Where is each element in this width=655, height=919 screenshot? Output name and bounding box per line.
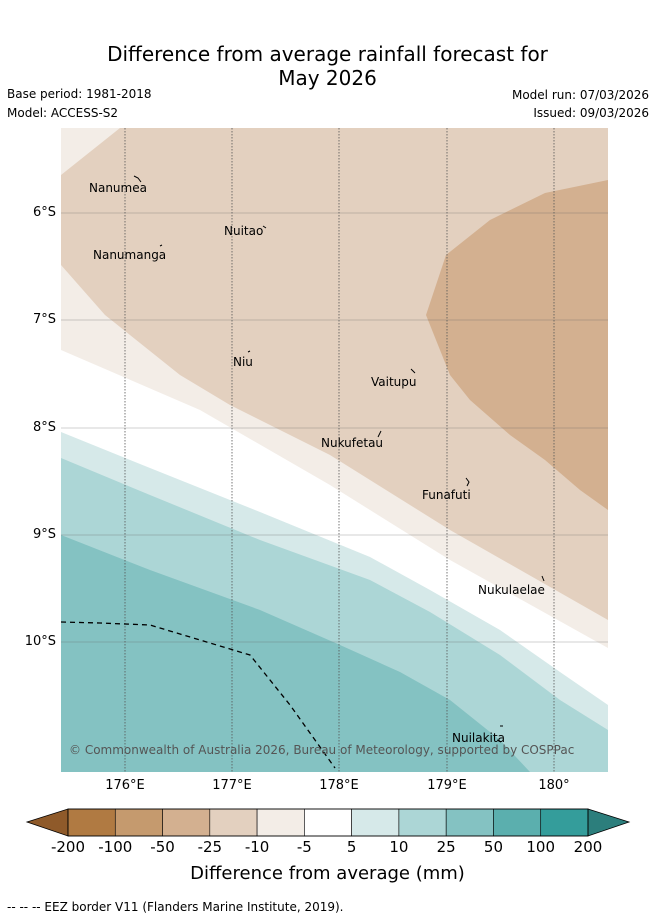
base-period: Base period: 1981-2018 bbox=[7, 87, 152, 101]
colorbar-tick-label: -100 bbox=[98, 838, 133, 856]
colorbar-cell bbox=[67, 808, 116, 837]
footer-note: -- -- -- EEZ border V11 (Flanders Marine… bbox=[7, 900, 344, 914]
colorbar-cell bbox=[540, 808, 589, 837]
colorbar-tick-label: 200 bbox=[573, 838, 603, 856]
colorbar-tick-label: 100 bbox=[526, 838, 556, 856]
colorbar-extend-right bbox=[587, 808, 631, 837]
latitude-lines bbox=[61, 212, 608, 643]
island-outlines bbox=[133, 175, 545, 743]
place-label: Niu bbox=[233, 355, 253, 369]
colorbar-tick-label: 25 bbox=[436, 838, 456, 856]
colorbar-cell bbox=[256, 808, 305, 837]
colorbar-tick-label: -25 bbox=[197, 838, 223, 856]
band-25 bbox=[61, 535, 530, 772]
copyright-notice: © Commonwealth of Australia 2026, Bureau… bbox=[69, 743, 574, 757]
eez-border bbox=[61, 621, 336, 769]
colorbar-tick-label: -10 bbox=[244, 838, 270, 856]
colorbar-tick-label: -200 bbox=[50, 838, 86, 856]
place-label: Nukufetau bbox=[321, 436, 383, 450]
model-run: Model run: 07/03/2026 bbox=[511, 88, 649, 102]
lon-label: 177°E bbox=[212, 778, 252, 793]
lat-label: 9°S bbox=[32, 527, 56, 542]
lat-label: 8°S bbox=[32, 420, 56, 435]
colorbar-label: Difference from average (mm) bbox=[190, 863, 465, 884]
colorbar-cell bbox=[493, 808, 542, 837]
place-label: Nuitao bbox=[224, 224, 263, 238]
colorbar-tick-label: -5 bbox=[296, 838, 312, 856]
colorbar-cell bbox=[445, 808, 494, 837]
rainfall-map-area: Nanumea Nuitao Nanumanga Niu Vaitupu Nuk… bbox=[61, 128, 608, 772]
colorbar-cell bbox=[209, 808, 258, 837]
colorbar-tick-label: 10 bbox=[389, 838, 409, 856]
place-label: Funafuti bbox=[422, 488, 471, 502]
issued-date: Issued: 09/03/2026 bbox=[533, 106, 649, 120]
colorbar-cell bbox=[398, 808, 447, 837]
lon-label: 178°E bbox=[319, 778, 359, 793]
place-label: Nanumanga bbox=[93, 248, 166, 262]
colorbar-tick-label: 5 bbox=[346, 838, 357, 856]
place-label: Nukulaelae bbox=[478, 583, 545, 597]
colorbar bbox=[25, 808, 631, 837]
graticule bbox=[124, 128, 555, 772]
title-line-1: Difference from average rainfall forecas… bbox=[107, 42, 548, 66]
colorbar-cell bbox=[304, 808, 352, 837]
place-label: Vaitupu bbox=[371, 375, 417, 389]
place-label: Nuilakita bbox=[452, 731, 505, 745]
colorbar-tick-label: -50 bbox=[150, 838, 175, 856]
band-minus-25 bbox=[426, 180, 608, 510]
colorbar-cell bbox=[114, 808, 163, 837]
lon-label: 176°E bbox=[105, 778, 145, 793]
lon-label: 180° bbox=[538, 778, 570, 793]
model-name: Model: ACCESS-S2 bbox=[7, 106, 119, 120]
lat-label: 6°S bbox=[32, 205, 56, 220]
colorbar-cell bbox=[351, 808, 400, 837]
colorbar-tick-label: 50 bbox=[483, 838, 503, 856]
title-line-2: May 2026 bbox=[278, 66, 377, 90]
lat-label: 10°S bbox=[24, 634, 56, 649]
colorbar-cell bbox=[162, 808, 211, 837]
colorbar-extend-left bbox=[25, 808, 69, 837]
place-label: Nanumea bbox=[89, 181, 147, 195]
lat-label: 7°S bbox=[32, 312, 56, 327]
lon-label: 179°E bbox=[427, 778, 467, 793]
